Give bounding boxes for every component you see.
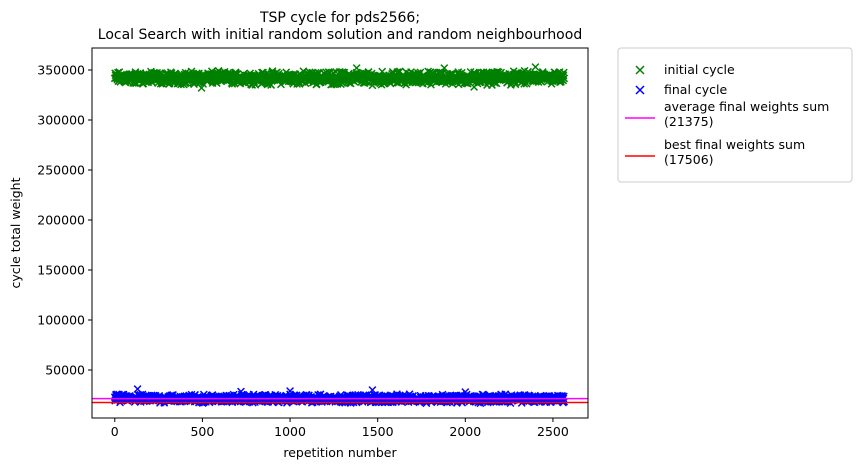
- legend-label-average: (21375): [664, 114, 714, 129]
- axes-frame: [91, 47, 589, 419]
- data-point-outlier: [368, 386, 377, 394]
- chart-title-line-1: TSP cycle for pds2566;: [259, 10, 420, 26]
- data-point: [560, 74, 569, 83]
- x-axis-ticks: 0 500 1000 1500 2000 2500: [111, 418, 569, 439]
- legend-label-best: best final weights sum: [664, 137, 805, 152]
- y-tick-label: 200000: [37, 213, 85, 228]
- legend-marker-initial-cycle: [635, 65, 645, 75]
- legend-marker-final-cycle: [635, 85, 645, 95]
- data-point-outlier: [286, 387, 294, 395]
- series-final-cycle: [110, 385, 569, 408]
- x-tick-label: 1000: [274, 424, 306, 439]
- y-axis-label: cycle total weight: [8, 177, 23, 288]
- data-point-outlier: [440, 64, 449, 72]
- x-tick-label: 2500: [537, 424, 569, 439]
- y-axis-ticks: 50000 100000 150000 200000 250000 300000 35000…: [37, 63, 92, 378]
- data-point-outlier: [531, 63, 540, 71]
- y-tick-label: 350000: [37, 63, 85, 78]
- data-point-outlier: [352, 64, 361, 72]
- series-initial-cycle: [110, 63, 569, 92]
- x-tick-label: 0: [111, 424, 119, 439]
- legend-label-average: average final weights sum: [664, 99, 829, 114]
- data-point-outlier: [470, 83, 479, 91]
- y-tick-label: 150000: [37, 263, 85, 278]
- legend-label-initial-cycle: initial cycle: [664, 62, 735, 77]
- legend-label-best: (17506): [664, 152, 714, 167]
- data-point-outlier: [237, 387, 245, 396]
- x-tick-label: 1500: [362, 424, 394, 439]
- x-tick-label: 500: [190, 424, 214, 439]
- plot-area: [92, 63, 588, 408]
- y-tick-label: 50000: [45, 363, 85, 378]
- chart-title-line-2: Local Search with initial random solutio…: [98, 27, 582, 43]
- x-tick-label: 2000: [449, 424, 481, 439]
- chart-title: TSP cycle for pds2566; Local Search with…: [98, 10, 582, 43]
- data-point-outlier: [461, 388, 470, 396]
- y-tick-label: 300000: [37, 113, 85, 128]
- data-point-outlier: [197, 84, 206, 92]
- legend: initial cycle final cycle average final we…: [617, 47, 853, 183]
- x-axis-label: repetition number: [283, 445, 397, 460]
- legend-label-final-cycle: final cycle: [664, 82, 728, 97]
- data-point-outlier: [133, 385, 142, 393]
- y-tick-label: 100000: [37, 313, 85, 328]
- legend-frame: [617, 47, 853, 183]
- y-tick-label: 250000: [37, 163, 85, 178]
